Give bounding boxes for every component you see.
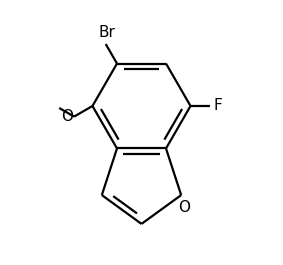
Text: O: O [178,200,190,215]
Text: O: O [61,109,73,124]
Text: Br: Br [98,25,115,40]
Text: F: F [213,99,222,113]
